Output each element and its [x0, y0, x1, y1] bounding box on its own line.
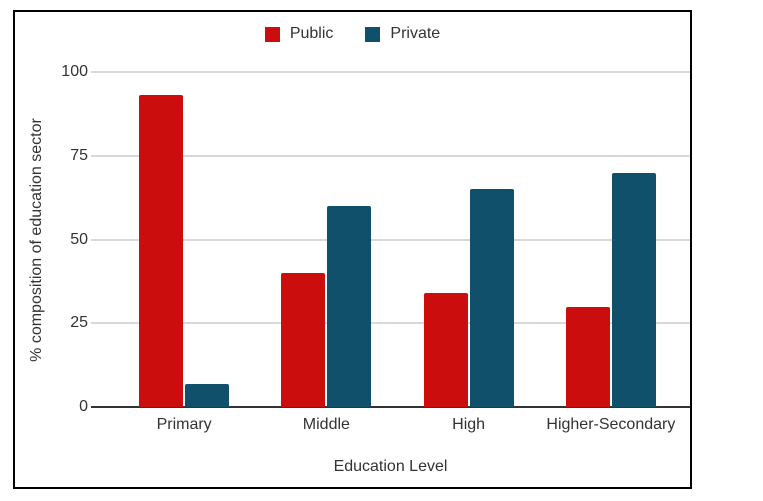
gridline-50: [91, 238, 690, 241]
x-axis-title: Education Level: [333, 458, 448, 475]
legend-swatch-private: [365, 26, 381, 42]
bar-groups: [113, 72, 682, 407]
bar-private-middle: [327, 206, 372, 407]
bar-private-high: [469, 189, 514, 407]
legend-item-public: Public: [264, 25, 334, 42]
x-axis-labels: Primary Middle High Higher-Secondary: [113, 416, 682, 434]
legend-label: Private: [390, 25, 441, 42]
bar-public-middle: [281, 273, 326, 407]
y-tick-label-50: 50: [70, 230, 88, 248]
x-axis-line: [91, 406, 690, 408]
y-tick-label-75: 75: [70, 146, 88, 164]
gridline-75: [91, 154, 690, 157]
gridline-100: [91, 71, 690, 73]
bar-group-high: [398, 189, 540, 407]
bar-private-higher-secondary: [611, 172, 656, 407]
x-tick-label-middle: Middle: [302, 416, 350, 433]
bar-public-primary: [139, 95, 184, 407]
y-tick-label-0: 0: [79, 398, 88, 415]
chart-frame[interactable]: Public Private % composition of education…: [13, 10, 692, 489]
bar-public-high: [423, 293, 468, 407]
legend-label: Public: [289, 25, 334, 42]
bar-private-primary: [185, 383, 230, 407]
legend-swatch-public: [264, 26, 280, 42]
y-tick-label-25: 25: [70, 314, 88, 332]
bar-group-primary: [113, 95, 255, 407]
bar-public-higher-secondary: [565, 306, 610, 407]
plot-area: [91, 71, 690, 408]
x-tick-label-higher-secondary: Higher-Secondary: [546, 416, 676, 433]
gridline-25: [91, 322, 690, 325]
bar-group-higher-secondary: [540, 172, 682, 407]
x-tick-label-primary: Primary: [156, 416, 212, 433]
bar-group-middle: [255, 206, 397, 407]
x-tick-label-high: High: [452, 416, 486, 433]
legend-item-private: Private: [365, 26, 440, 42]
y-tick-label-100: 100: [61, 63, 88, 80]
chart-legend: Public Private: [15, 26, 690, 42]
